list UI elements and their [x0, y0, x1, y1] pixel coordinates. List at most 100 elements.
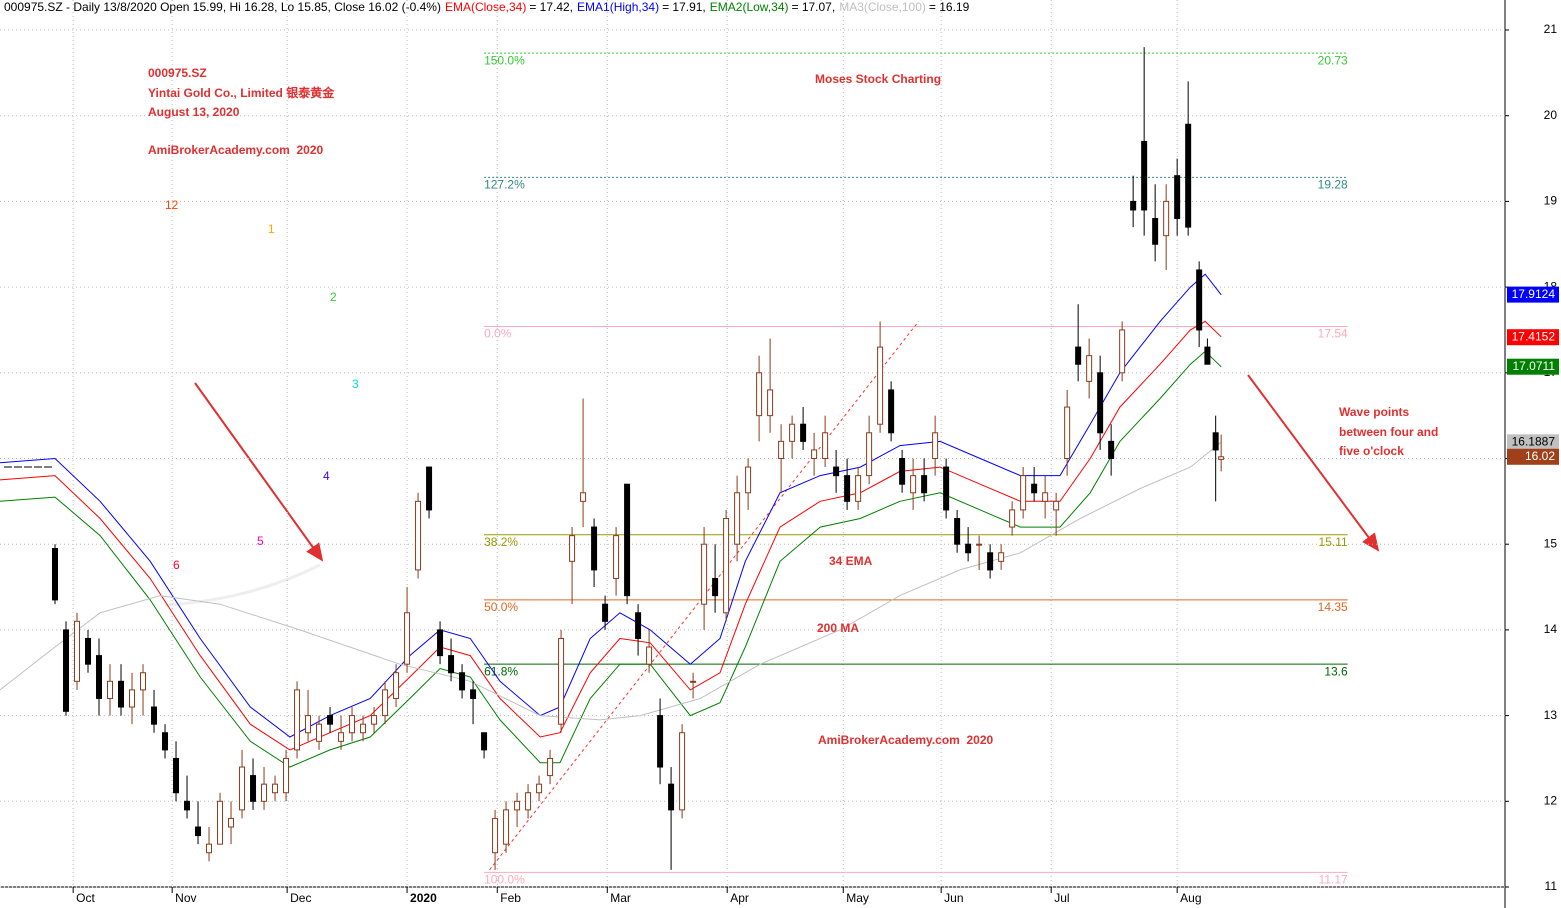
candle-body [195, 826, 202, 837]
candle-body [118, 680, 125, 708]
legend-name: MA3(Close,100) [839, 0, 926, 14]
annotation: Yintai Gold Co., Limited 银泰黄金 [148, 85, 335, 100]
candle-body [943, 466, 950, 511]
candle-body [404, 612, 411, 665]
y-tick-label: 20 [1544, 108, 1558, 122]
y-tick-label: 21 [1544, 22, 1558, 36]
candle-body [448, 655, 455, 674]
candle-body [272, 783, 279, 794]
candle-body [1212, 432, 1219, 451]
candle-body [349, 715, 356, 734]
candle-body [140, 672, 147, 691]
candle-body [1108, 440, 1115, 459]
candle-body [558, 637, 565, 725]
annotation: 34 EMA [829, 554, 873, 568]
candle-body [613, 535, 620, 579]
candle-body [63, 629, 70, 712]
candle-body [173, 757, 180, 794]
candle-body [217, 800, 224, 845]
candle-body [1141, 140, 1148, 211]
candle-body [712, 577, 719, 597]
y-tick-label: 14 [1544, 622, 1558, 636]
candle-body [822, 432, 829, 460]
candle-body [1152, 218, 1159, 245]
candle-body [877, 346, 884, 425]
annotation: Moses Stock Charting [815, 72, 941, 86]
candle-body [426, 466, 433, 511]
fib-value: 17.54 [1318, 327, 1348, 341]
x-tick-label: Feb [500, 891, 521, 905]
annotation: 000975.SZ [148, 66, 207, 80]
candle-body [998, 552, 1005, 562]
value-box [1507, 329, 1559, 346]
y-tick-label: 19 [1544, 194, 1558, 208]
annotation: Wave points [1339, 405, 1410, 419]
fib-label: 100.0% [484, 873, 525, 887]
candle-body [74, 620, 81, 682]
candle-body [360, 723, 367, 734]
candle-body [987, 552, 994, 571]
candle-body [965, 543, 972, 554]
close-box-label: 16.02 [1525, 449, 1555, 463]
candle-body [107, 680, 114, 699]
candle-body [789, 423, 796, 442]
candle-body [657, 715, 664, 768]
clock-number: 1 [268, 222, 275, 236]
fib-value: 19.28 [1318, 178, 1348, 192]
legend-reading: = 16.19 [929, 0, 970, 14]
candle-body [294, 689, 301, 751]
legend-name: EMA(Close,34) [445, 0, 526, 14]
annotation: AmiBrokerAcademy.com 2020 [148, 143, 324, 157]
candle-body [459, 672, 466, 691]
candle-body [250, 775, 257, 802]
fib-value: 13.6 [1324, 664, 1348, 678]
candle-body [800, 423, 807, 442]
value-box-label: 16.1887 [1512, 435, 1556, 449]
candle-body [778, 440, 785, 459]
candle-body [514, 800, 521, 811]
candle-body [910, 475, 917, 494]
fib-value: 14.35 [1318, 600, 1348, 614]
clock-number: 3 [352, 377, 359, 391]
clock-number: 12 [165, 198, 179, 212]
fib-label: 38.2% [484, 535, 518, 549]
fib-value: 15.11 [1319, 535, 1348, 549]
candle-body [679, 732, 686, 811]
candle-body [371, 715, 378, 725]
y-tick-label: 15 [1544, 536, 1558, 550]
legend-reading: = 17.91, [662, 0, 706, 14]
candle-body [811, 449, 818, 459]
candle-body [206, 843, 213, 854]
indicator-line [0, 350, 1222, 768]
value-box [1507, 434, 1559, 451]
candle-body [283, 757, 290, 794]
header: 000975.SZ - Daily 13/8/2020 Open 15.99, … [4, 0, 970, 14]
candle-body [129, 689, 136, 708]
candle-body [393, 672, 400, 699]
candle-body [1020, 475, 1027, 511]
candle-body [503, 809, 510, 845]
candle-body [624, 483, 631, 597]
indicator-line [0, 441, 1222, 721]
clock-number: 6 [173, 558, 180, 572]
clock-number: 5 [257, 534, 264, 548]
fib-label: 0.0% [484, 327, 512, 341]
arrow [1247, 374, 1380, 552]
annotation: 200 MA [817, 621, 859, 635]
candle-body [305, 715, 312, 734]
x-tick-label: Dec [290, 891, 311, 905]
candle-body [1042, 492, 1049, 502]
candle-body [96, 655, 103, 699]
candle-body [327, 715, 334, 725]
candle-body [85, 637, 92, 665]
candle-body [525, 792, 532, 811]
x-tick-label: Mar [610, 891, 631, 905]
candle-body [1204, 346, 1211, 365]
candle-body [602, 603, 609, 622]
y-tick-label: 11 [1545, 879, 1558, 893]
x-tick-label: Jul [1054, 891, 1069, 905]
y-tick-label: 13 [1544, 708, 1558, 722]
candle-body [239, 766, 246, 811]
candle-body [635, 612, 642, 639]
value-box [1507, 358, 1559, 375]
